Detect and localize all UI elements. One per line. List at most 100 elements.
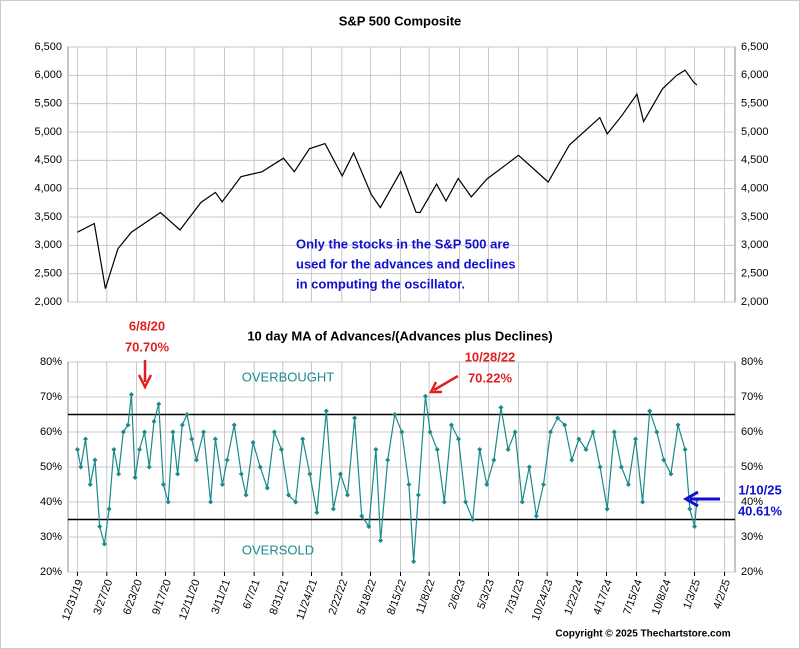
marker: [307, 471, 313, 477]
marker: [512, 429, 518, 435]
marker: [219, 482, 225, 487]
marker: [250, 440, 256, 445]
marker: [238, 471, 244, 477]
marker: [170, 429, 176, 435]
marker: [399, 429, 405, 435]
marker: [406, 482, 412, 487]
y-tick-label: 4,500: [741, 154, 769, 166]
y-tick-label: 70%: [741, 391, 763, 403]
marker: [505, 447, 511, 452]
y-tick-label: 2,500: [34, 268, 62, 280]
y-tick-label: 20%: [40, 566, 62, 578]
marker: [625, 482, 631, 487]
marker: [682, 447, 688, 452]
marker: [208, 499, 214, 505]
marker: [160, 482, 166, 487]
marker: [604, 506, 610, 512]
marker: [345, 492, 351, 498]
marker: [692, 524, 698, 529]
marker: [156, 401, 162, 407]
marker: [463, 499, 469, 505]
marker: [257, 464, 263, 470]
annotation: 1/10/25: [738, 482, 781, 497]
y-tick-label: 5,500: [741, 98, 769, 110]
marker: [212, 436, 218, 442]
marker: [243, 492, 249, 498]
annotation: 6/8/20: [129, 318, 165, 333]
marker: [111, 447, 117, 452]
y-tick-label: 3,500: [741, 211, 769, 223]
y-tick-label: 6,500: [34, 41, 62, 53]
marker: [106, 506, 112, 512]
marker: [434, 447, 440, 452]
marker: [470, 517, 476, 522]
marker: [427, 429, 433, 435]
marker: [569, 457, 575, 463]
marker: [74, 447, 80, 452]
marker: [286, 492, 292, 498]
marker: [654, 429, 660, 435]
marker: [576, 436, 582, 442]
marker: [101, 541, 107, 547]
marker: [146, 464, 152, 470]
marker: [78, 464, 84, 470]
annotation: used for the advances and declines: [296, 256, 516, 271]
y-tick-label: 40%: [40, 496, 62, 508]
marker: [193, 457, 199, 463]
marker: [184, 412, 190, 417]
y-tick-label: 40%: [741, 496, 763, 508]
y-tick-label: 4,500: [34, 154, 62, 166]
series-line: [77, 69, 698, 289]
annotation: 40.61%: [738, 503, 783, 518]
marker: [120, 429, 126, 435]
marker: [97, 524, 103, 529]
y-tick-label: 6,500: [741, 41, 769, 53]
annotation: 70.70%: [125, 339, 170, 354]
marker: [116, 471, 122, 477]
y-tick-label: 2,000: [741, 296, 769, 308]
marker: [264, 485, 270, 491]
copyright: Copyright © 2025 Thechartstore.com: [555, 629, 730, 640]
annotation: Only the stocks in the S&P 500 are: [296, 236, 510, 251]
marker: [618, 464, 624, 470]
marker: [300, 436, 306, 442]
annotation: 70.22%: [468, 370, 513, 385]
marker: [519, 499, 525, 505]
y-tick-label: 4,000: [34, 183, 62, 195]
y-tick-label: 4,000: [741, 183, 769, 195]
marker: [175, 471, 181, 477]
marker: [330, 506, 336, 512]
marker: [83, 436, 89, 442]
marker: [136, 447, 142, 452]
marker: [491, 457, 497, 463]
arrow: [428, 374, 459, 394]
marker: [411, 559, 417, 564]
marker: [562, 422, 568, 428]
marker: [455, 436, 461, 442]
marker: [640, 499, 646, 505]
marker: [128, 392, 134, 398]
oversold-label: OVERSOLD: [242, 542, 314, 557]
marker: [484, 482, 490, 487]
chart-title: S&P 500 Composite: [339, 13, 462, 28]
marker: [540, 482, 546, 487]
marker: [611, 429, 617, 435]
y-tick-label: 60%: [40, 426, 62, 438]
y-tick-label: 20%: [741, 566, 763, 578]
marker: [441, 499, 447, 505]
marker: [231, 422, 237, 428]
y-tick-label: 50%: [40, 461, 62, 473]
marker: [422, 393, 428, 399]
marker: [533, 513, 539, 519]
marker: [687, 506, 693, 512]
y-tick-label: 3,500: [34, 211, 62, 223]
arrow: [137, 360, 153, 390]
marker: [548, 429, 554, 435]
y-tick-label: 30%: [741, 531, 763, 543]
y-tick-label: 6,000: [741, 69, 769, 81]
marker: [352, 415, 358, 421]
y-tick-label: 30%: [40, 531, 62, 543]
annotation: in computing the oscillator.: [296, 276, 465, 291]
marker: [142, 429, 148, 435]
marker: [293, 499, 299, 505]
